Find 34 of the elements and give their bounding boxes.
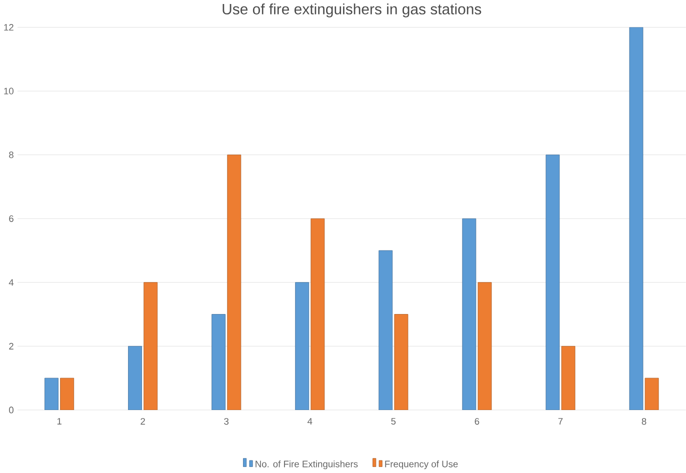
y-tick-label: 12 [4,24,14,31]
x-tick-label: 3 [224,418,229,425]
x-tick-label: 2 [140,418,145,425]
bar [60,378,74,410]
y-tick-label: 8 [9,152,14,158]
x-tick-label: 1 [57,418,62,425]
y-tick-label: 10 [4,88,14,94]
bar [561,346,576,410]
bar [227,154,242,410]
x-tick-label: 8 [642,418,646,425]
x-tick-label: 4 [308,418,312,425]
bar [212,314,226,410]
legend-label: Frequency of Use [385,460,458,470]
bar [310,218,325,410]
chart-title: Use of fire extinguishers in gas stations [222,3,482,18]
bar [378,250,393,410]
y-tick-label: 6 [9,215,14,222]
y-tick-label: 2 [9,342,14,350]
bar [546,154,560,410]
bar [394,314,408,410]
bar [629,27,644,410]
y-tick-label: 4 [8,279,14,286]
bar [462,218,476,410]
bar [478,282,492,410]
bar [644,378,659,410]
bar [295,282,310,410]
bar [44,378,58,410]
bar [128,346,142,410]
bar [144,282,158,410]
x-tick-label: 7 [558,418,563,425]
x-tick-label: 6 [474,418,480,425]
y-tick-label: 0 [9,406,14,414]
x-tick-label: 5 [391,418,396,425]
legend-label: No. of Fire Extinguishers [256,460,358,470]
